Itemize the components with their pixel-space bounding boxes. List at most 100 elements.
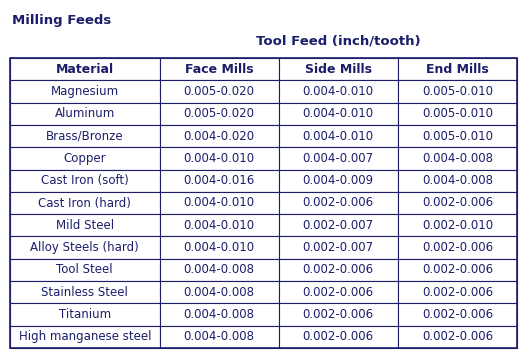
Text: 0.004-0.008: 0.004-0.008 [183,286,255,299]
Text: 0.004-0.008: 0.004-0.008 [422,152,493,165]
Bar [398,326,517,348]
Bar [10,236,160,259]
Bar [279,214,398,236]
Text: 0.004-0.010: 0.004-0.010 [183,219,255,232]
Bar [279,326,398,348]
Bar [160,80,279,103]
Bar [10,326,160,348]
Bar [279,192,398,214]
Text: Stainless Steel: Stainless Steel [41,286,128,299]
Text: Brass/Bronze: Brass/Bronze [46,130,124,143]
Text: 0.005-0.020: 0.005-0.020 [183,107,255,120]
Text: 0.002-0.007: 0.002-0.007 [302,219,374,232]
Bar [279,58,398,80]
Text: 0.004-0.007: 0.004-0.007 [302,152,374,165]
Text: Material: Material [56,63,114,76]
Bar [160,170,279,192]
Text: 0.004-0.008: 0.004-0.008 [183,308,255,321]
Bar [398,58,517,80]
Bar [398,236,517,259]
Bar [160,326,279,348]
Bar [279,236,398,259]
Bar [10,58,160,80]
Text: Aluminum: Aluminum [55,107,115,120]
Text: Side Mills: Side Mills [305,63,372,76]
Bar [10,192,160,214]
Bar [10,170,160,192]
Bar [160,303,279,326]
Bar [398,103,517,125]
Text: 0.005-0.020: 0.005-0.020 [183,85,255,98]
Bar [160,103,279,125]
Text: Cast Iron (soft): Cast Iron (soft) [41,174,129,187]
Text: 0.004-0.008: 0.004-0.008 [183,263,255,276]
Bar [398,80,517,103]
Text: 0.005-0.010: 0.005-0.010 [422,130,493,143]
Text: 0.002-0.006: 0.002-0.006 [302,330,374,343]
Bar [160,192,279,214]
Text: 0.004-0.010: 0.004-0.010 [302,130,374,143]
Bar [160,236,279,259]
Bar [398,214,517,236]
Text: End Mills: End Mills [426,63,489,76]
Bar [160,259,279,281]
Text: 0.004-0.009: 0.004-0.009 [302,174,374,187]
Text: 0.004-0.008: 0.004-0.008 [422,174,493,187]
Text: 0.002-0.006: 0.002-0.006 [302,196,374,210]
Text: 0.002-0.006: 0.002-0.006 [422,263,493,276]
Bar [279,281,398,303]
Bar [398,125,517,147]
Text: Magnesium: Magnesium [51,85,119,98]
Bar [279,103,398,125]
Text: 0.002-0.010: 0.002-0.010 [422,219,493,232]
Bar [10,58,517,348]
Text: 0.002-0.006: 0.002-0.006 [302,263,374,276]
Bar [10,214,160,236]
Text: Mild Steel: Mild Steel [56,219,114,232]
Bar [160,147,279,170]
Text: Alloy Steels (hard): Alloy Steels (hard) [31,241,139,254]
Bar [398,281,517,303]
Text: Cast Iron (hard): Cast Iron (hard) [38,196,131,210]
Bar [398,259,517,281]
Text: 0.002-0.006: 0.002-0.006 [422,308,493,321]
Text: 0.004-0.020: 0.004-0.020 [183,130,255,143]
Bar [279,147,398,170]
Bar [160,125,279,147]
Bar [10,125,160,147]
Text: 0.002-0.006: 0.002-0.006 [302,286,374,299]
Text: 0.002-0.006: 0.002-0.006 [422,196,493,210]
Bar [10,80,160,103]
Bar [10,147,160,170]
Bar [279,303,398,326]
Text: Titanium: Titanium [58,308,111,321]
Text: Copper: Copper [63,152,106,165]
Bar [279,170,398,192]
Bar [398,192,517,214]
Text: 0.005-0.010: 0.005-0.010 [422,85,493,98]
Text: 0.004-0.008: 0.004-0.008 [183,330,255,343]
Text: High manganese steel: High manganese steel [18,330,151,343]
Text: 0.005-0.010: 0.005-0.010 [422,107,493,120]
Text: Tool Feed (inch/tooth): Tool Feed (inch/tooth) [256,35,421,48]
Bar [160,58,279,80]
Text: 0.002-0.007: 0.002-0.007 [302,241,374,254]
Bar [10,281,160,303]
Text: 0.004-0.010: 0.004-0.010 [302,107,374,120]
Bar [279,259,398,281]
Text: 0.004-0.010: 0.004-0.010 [183,152,255,165]
Text: 0.004-0.010: 0.004-0.010 [302,85,374,98]
Bar [10,303,160,326]
Text: Tool Steel: Tool Steel [56,263,113,276]
Text: 0.002-0.006: 0.002-0.006 [422,286,493,299]
Text: 0.004-0.010: 0.004-0.010 [183,241,255,254]
Text: 0.004-0.010: 0.004-0.010 [183,196,255,210]
Bar [10,103,160,125]
Bar [398,303,517,326]
Bar [279,125,398,147]
Bar [398,147,517,170]
Text: Milling Feeds: Milling Feeds [12,14,111,27]
Text: 0.004-0.016: 0.004-0.016 [183,174,255,187]
Bar [398,170,517,192]
Text: 0.002-0.006: 0.002-0.006 [302,308,374,321]
